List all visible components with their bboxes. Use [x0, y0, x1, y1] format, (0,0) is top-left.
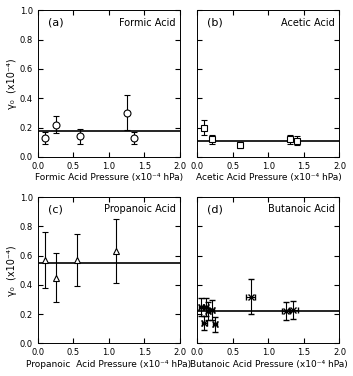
Text: (d): (d) — [207, 205, 223, 214]
Y-axis label: γ₀  (x10⁻⁴): γ₀ (x10⁻⁴) — [7, 58, 17, 109]
Text: (a): (a) — [48, 18, 64, 28]
X-axis label: Propanoic  Acid Pressure (x10⁻⁴ hPa): Propanoic Acid Pressure (x10⁻⁴ hPa) — [26, 360, 191, 369]
Text: (c): (c) — [48, 205, 63, 214]
X-axis label: Formic Acid Pressure (x10⁻⁴ hPa): Formic Acid Pressure (x10⁻⁴ hPa) — [35, 173, 183, 182]
Text: (b): (b) — [207, 18, 223, 28]
X-axis label: Butanoic Acid Pressure (x10⁻⁴ hPa): Butanoic Acid Pressure (x10⁻⁴ hPa) — [190, 360, 347, 369]
Y-axis label: γ₀  (x10⁻⁴): γ₀ (x10⁻⁴) — [7, 245, 17, 296]
Text: Acetic Acid: Acetic Acid — [281, 18, 335, 28]
X-axis label: Acetic Acid Pressure (x10⁻⁴ hPa): Acetic Acid Pressure (x10⁻⁴ hPa) — [196, 173, 341, 182]
Text: Butanoic Acid: Butanoic Acid — [268, 205, 335, 214]
Text: Propanoic Acid: Propanoic Acid — [104, 205, 176, 214]
Text: Formic Acid: Formic Acid — [119, 18, 176, 28]
